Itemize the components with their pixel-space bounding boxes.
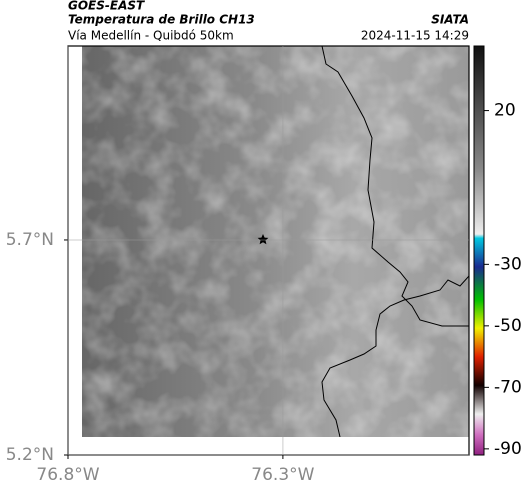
agency: SIATA <box>431 13 469 27</box>
colorbar-tick-label: -70 <box>494 377 522 397</box>
source: GOES-EAST <box>68 0 145 13</box>
lat-tick-label: 5.7°N <box>6 230 54 250</box>
satellite-image <box>82 46 469 437</box>
colorbar-tick-label: -30 <box>494 254 522 274</box>
datetime: 2024-11-15 14:29 <box>361 29 469 43</box>
lat-tick-label: 5.2°N <box>6 445 54 465</box>
borders <box>321 46 469 437</box>
colorbar-tick-label: -50 <box>494 316 522 336</box>
location-marker <box>257 234 269 245</box>
colorbar <box>473 45 485 456</box>
lon-tick-label: 76.3°W <box>251 465 314 485</box>
title: Temperatura de Brillo CH13 <box>68 13 255 27</box>
colorbar-tick-label: -90 <box>494 439 522 459</box>
subtitle: Vía Medellín - Quibdó 50km <box>68 29 234 43</box>
lon-tick-label: 76.8°W <box>36 465 99 485</box>
colorbar-tick-label: 20 <box>494 101 516 121</box>
